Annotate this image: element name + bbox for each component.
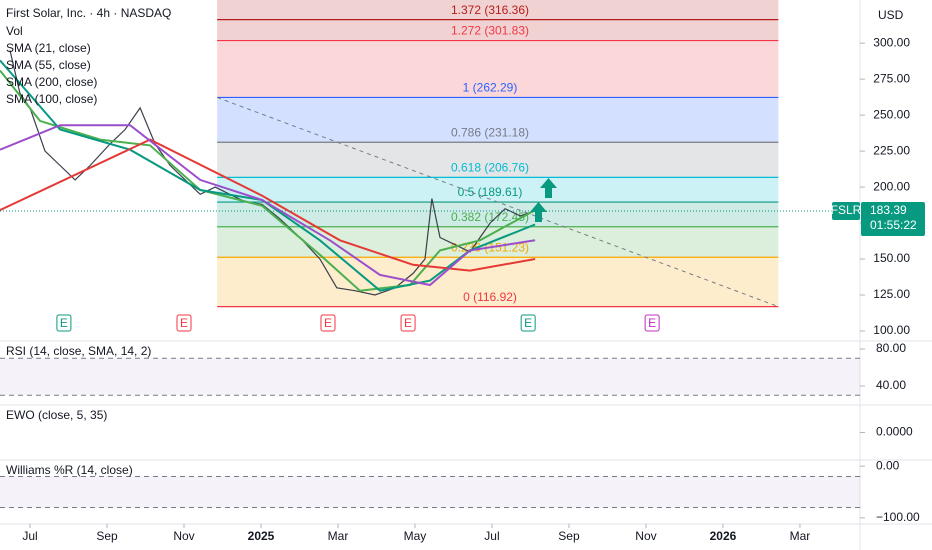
y-tick-label: 80.00 (876, 341, 906, 355)
series-line (0, 124, 536, 287)
event-label: E (648, 316, 656, 330)
x-tick-label: Mar (328, 529, 349, 543)
event-marker (320, 314, 336, 332)
y-tick-label: −100.00 (876, 510, 920, 524)
fib-label: 0.5 (189.61) (458, 185, 523, 199)
y-tick-label: 0.00 (876, 458, 900, 472)
fib-label: 0.786 (231.18) (451, 125, 529, 139)
x-tick-label: Nov (173, 529, 194, 543)
pane-title: RSI (14, close, SMA, 14, 2) (6, 344, 151, 358)
fib-label: 0.618 (206.76) (451, 161, 529, 175)
fib-label: 0.382 (172.45) (451, 210, 529, 224)
event-marker (400, 314, 416, 332)
pane-title: EWO (close, 5, 35) (6, 408, 107, 422)
currency: USD (878, 8, 904, 22)
fib-band (217, 19, 779, 41)
event-marker (176, 314, 192, 332)
legend-entry: SMA (100, close) (6, 92, 97, 106)
countdown: 01:55:22 (870, 218, 917, 232)
arrow (530, 202, 547, 222)
osc-band (0, 358, 860, 396)
legend-entry: SMA (21, close) (6, 41, 91, 55)
legend-entry: Vol (6, 24, 23, 38)
fib-band (217, 177, 779, 203)
y-tick-label: 250.00 (873, 107, 910, 121)
arrow (540, 178, 557, 198)
fib-label: 1 (262.29) (463, 81, 518, 95)
y-tick-label: 225.00 (873, 143, 910, 157)
price-tag (861, 201, 925, 236)
event-label: E (180, 316, 188, 330)
event-marker (56, 314, 72, 332)
price-tag (832, 201, 860, 220)
event-marker (520, 314, 536, 332)
x-tick-label: May (404, 529, 427, 543)
x-tick-label: Mar (790, 529, 811, 543)
y-tick-label: 150.00 (873, 251, 910, 265)
x-tick-label: Jul (484, 529, 499, 543)
x-tick-label: Jul (22, 529, 37, 543)
fib-band (217, 0, 779, 20)
y-tick-label: 125.00 (873, 287, 910, 301)
x-tick-label: 2025 (248, 529, 275, 543)
y-tick-label: 100.00 (873, 323, 910, 337)
fib-label: 1.372 (316.36) (451, 3, 529, 17)
y-tick-label: 300.00 (873, 35, 910, 49)
y-tick-label: 200.00 (873, 179, 910, 193)
fib-band (217, 142, 779, 178)
event-label: E (60, 316, 68, 330)
event-label: E (324, 316, 332, 330)
price-pane: 0 (116.92)0.236 (151.23)0.382 (172.45)0.… (0, 0, 779, 308)
trendline (216, 96, 779, 308)
chart-title: First Solar, Inc. · 4h · NASDAQ (6, 6, 171, 20)
y-tick-label: 0.0000 (876, 425, 913, 439)
x-tick-label: Nov (635, 529, 656, 543)
fib-label: 0 (116.92) (463, 290, 517, 304)
price-symbol: FSLR (831, 203, 862, 217)
y-tick-label: 40.00 (876, 378, 906, 392)
osc-band (0, 476, 860, 508)
fib-band (217, 40, 779, 98)
price-value: 183.39 (870, 203, 907, 217)
x-tick-label: 2026 (710, 529, 737, 543)
fib-band (217, 97, 779, 143)
event-marker (644, 314, 660, 332)
pane-title: Williams %R (14, close) (6, 463, 133, 477)
x-tick-label: Sep (96, 529, 118, 543)
event-label: E (404, 316, 412, 330)
legend-entry: SMA (200, close) (6, 75, 97, 89)
y-tick-label: 275.00 (873, 71, 910, 85)
series-line (0, 69, 536, 292)
event-label: E (524, 316, 532, 330)
fib-band (217, 226, 779, 258)
x-tick-label: Sep (558, 529, 580, 543)
series-line (0, 59, 536, 292)
fib-label: 1.272 (301.83) (451, 24, 529, 38)
legend-entry: SMA (55, close) (6, 58, 91, 72)
